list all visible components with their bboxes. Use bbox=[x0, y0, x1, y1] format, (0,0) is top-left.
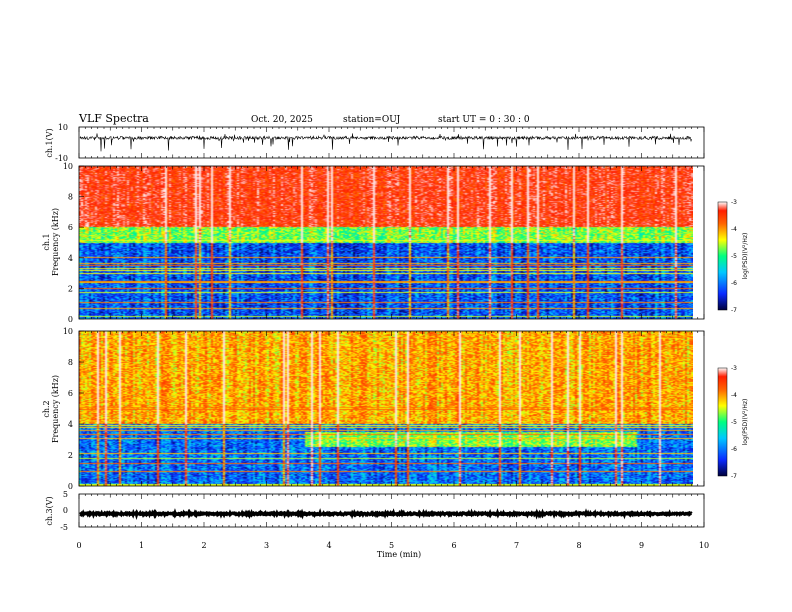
ch1-colorbar-tick: -4 bbox=[731, 226, 737, 233]
ch2-colorbar-tick: -5 bbox=[731, 419, 737, 426]
ch3-panel: 5 0 -5 ch.3(V) bbox=[45, 490, 705, 532]
time-tick-label: 10 bbox=[699, 541, 709, 550]
ch1-ytick-bottom: -10 bbox=[55, 154, 68, 163]
figure-start-time: start UT = 0 : 30 : 0 bbox=[438, 115, 530, 125]
ch1-spec-ytick-label: 6 bbox=[68, 223, 73, 232]
ch1-colorbar bbox=[717, 201, 728, 311]
ch2-spectrogram-image bbox=[79, 331, 693, 486]
time-tick-label: 7 bbox=[514, 541, 519, 550]
ch2-colorbar-tick: -4 bbox=[731, 392, 737, 399]
time-tick-label: 5 bbox=[389, 541, 394, 550]
ch2-spec-ytick-label: 6 bbox=[68, 389, 73, 398]
ch2-colorbar bbox=[717, 367, 728, 477]
figure-station: station=OUJ bbox=[343, 115, 401, 125]
ch1-colorbar-tick: -5 bbox=[731, 253, 737, 260]
ch2-colorbar-tick: -3 bbox=[731, 365, 737, 372]
ch2-spec-label-freq: Frequency (kHz) bbox=[51, 375, 60, 443]
ch1-spec-ytick-label: 2 bbox=[68, 284, 73, 293]
ch2-colorbar-tick: -6 bbox=[731, 446, 737, 453]
figure-title: VLF Spectra bbox=[79, 112, 149, 125]
ch3-ylabel: ch.3(V) bbox=[45, 496, 54, 525]
figure-date: Oct. 20, 2025 bbox=[251, 115, 313, 125]
ch2-colorbar-label: log(PSD)(V²/Hz) bbox=[742, 399, 749, 446]
ch1-trace bbox=[79, 133, 692, 152]
ch1-spec-label-freq: Frequency (kHz) bbox=[51, 208, 60, 276]
ch2-spec-ytick-label: 0 bbox=[68, 482, 73, 491]
time-axis-title: Time (min) bbox=[377, 550, 421, 559]
ch3-ytick-top: 5 bbox=[63, 490, 68, 499]
ch2-spec-ytick-label: 10 bbox=[63, 327, 73, 336]
time-tick-label: 6 bbox=[451, 541, 456, 550]
ch1-spec-ytick-label: 0 bbox=[68, 315, 73, 324]
ch1-frame bbox=[78, 126, 705, 159]
time-tick-label: 3 bbox=[264, 541, 269, 550]
ch1-spec-ytick-label: 8 bbox=[68, 193, 73, 202]
ch3-ytick-mid: 0 bbox=[63, 506, 68, 515]
time-axis-labels: 0 1 2 3 4 5 6 7 8 9 10 bbox=[76, 541, 709, 550]
ch1-ytick-top: 10 bbox=[58, 123, 68, 132]
ch2-spec-ytick-label: 8 bbox=[68, 358, 73, 367]
ch2-colorbar-tick: -7 bbox=[731, 473, 737, 480]
time-tick-label: 0 bbox=[76, 541, 81, 550]
ch1-ylabel: ch.1(V) bbox=[45, 128, 54, 157]
ch2-spec-label-channel: ch.2 bbox=[42, 400, 51, 417]
ch3-ytick-bottom: -5 bbox=[60, 523, 68, 532]
ch1-colorbar-label: log(PSD)(V²/Hz) bbox=[742, 233, 749, 280]
ch1-spectrogram-image bbox=[79, 166, 693, 319]
ch1-spec-ytick-label: 4 bbox=[68, 254, 73, 263]
time-axis-ticks bbox=[78, 127, 705, 527]
time-tick-label: 9 bbox=[639, 541, 644, 550]
ch1-colorbar-tick: -6 bbox=[731, 280, 737, 287]
ch3-trace bbox=[79, 508, 693, 520]
ch1-colorbar-tick: -7 bbox=[731, 307, 737, 314]
time-tick-label: 8 bbox=[576, 541, 581, 550]
time-tick-label: 1 bbox=[139, 541, 144, 550]
ch2-spec-ytick-label: 4 bbox=[68, 420, 73, 429]
ch1-panel: 10 -10 ch.1(V) bbox=[45, 123, 705, 163]
ch1-spec-label-channel: ch.1 bbox=[42, 233, 51, 250]
ch2-spec-ytick-label: 2 bbox=[68, 451, 73, 460]
ch1-colorbar-tick: -3 bbox=[731, 199, 737, 206]
ch1-spec-ytick-label: 10 bbox=[63, 162, 73, 171]
time-tick-label: 4 bbox=[326, 541, 331, 550]
time-tick-label: 2 bbox=[201, 541, 206, 550]
